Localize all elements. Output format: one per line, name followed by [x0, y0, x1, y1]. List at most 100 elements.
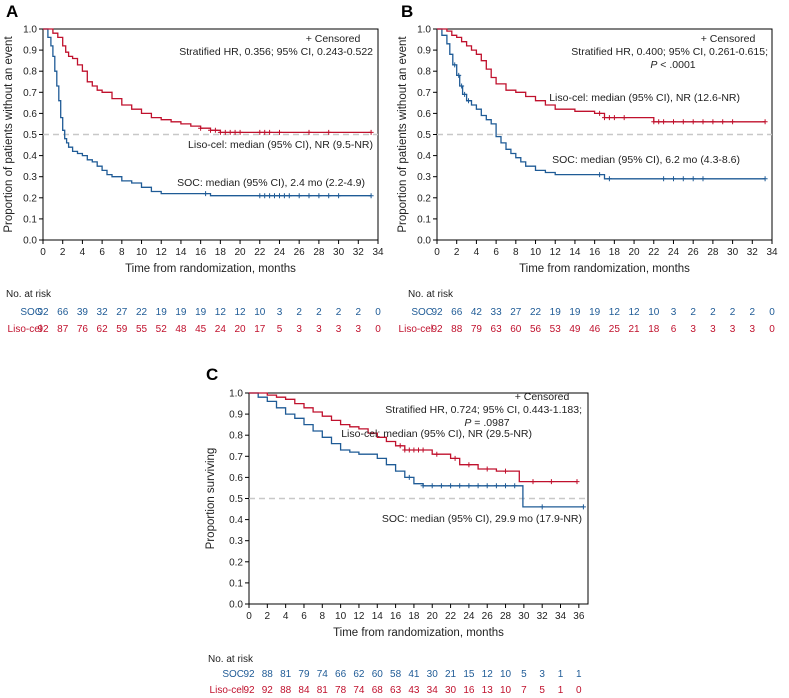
risk-count-soc: 81 — [280, 669, 292, 680]
y-tick-label: 1.0 — [229, 389, 243, 400]
risk-count-liso: 62 — [97, 324, 109, 335]
risk-count-liso: 48 — [175, 324, 187, 335]
censor-mark-liso — [656, 119, 662, 125]
risk-count-liso: 92 — [262, 685, 274, 696]
x-tick-label: 10 — [136, 247, 148, 258]
x-tick-label: 32 — [747, 247, 759, 258]
x-tick-label: 0 — [246, 611, 252, 622]
risk-count-liso: 20 — [234, 324, 246, 335]
y-tick-label: 1.0 — [417, 25, 431, 36]
censor-mark-liso — [416, 447, 421, 453]
x-tick-label: 20 — [234, 247, 246, 258]
censor-mark-liso — [710, 119, 716, 125]
risk-count-liso: 63 — [491, 324, 503, 335]
series-label-liso: Liso-cel: median (95% CI), NR (29.5-NR) — [341, 428, 532, 440]
x-tick-label: 24 — [463, 611, 475, 622]
y-tick-label: 0.6 — [417, 109, 431, 120]
censor-mark-liso — [606, 115, 612, 121]
x-tick-label: 34 — [766, 247, 778, 258]
risk-count-soc: 92 — [37, 307, 49, 318]
risk-count-liso: 53 — [550, 324, 562, 335]
risk-count-soc: 66 — [451, 307, 463, 318]
risk-count-liso: 76 — [77, 324, 89, 335]
risk-count-soc: 2 — [336, 307, 342, 318]
risk-count-soc: 19 — [550, 307, 562, 318]
censor-mark-soc — [267, 193, 273, 199]
km-curve-liso — [43, 28, 372, 134]
y-tick-label: 0.8 — [23, 67, 37, 78]
risk-count-soc: 10 — [254, 307, 266, 318]
censor-mark-liso — [237, 129, 243, 135]
x-tick-label: 0 — [40, 247, 46, 258]
risk-count-liso: 0 — [576, 685, 582, 696]
censor-mark-soc — [539, 504, 545, 510]
y-tick-label: 0.5 — [23, 130, 37, 141]
y-tick-label: 1.0 — [23, 25, 37, 36]
risk-row-label-soc: SOC — [20, 307, 42, 318]
y-tick-label: 0.1 — [229, 578, 243, 589]
censor-mark-soc — [257, 193, 263, 199]
panel-letter: B — [401, 2, 413, 21]
risk-count-liso: 13 — [482, 685, 494, 696]
risk-count-soc: 19 — [156, 307, 168, 318]
risk-count-soc: 2 — [730, 307, 736, 318]
censor-mark-liso — [466, 462, 472, 468]
censor-mark-soc — [296, 193, 302, 199]
risk-count-soc: 10 — [500, 669, 512, 680]
censor-mark-soc — [368, 193, 374, 199]
risk-row-label-liso: Liso-cel — [210, 685, 244, 696]
risk-count-liso: 63 — [390, 685, 402, 696]
x-tick-label: 10 — [530, 247, 542, 258]
censor-mark-soc — [493, 483, 499, 489]
x-tick-label: 28 — [313, 247, 325, 258]
censor-mark-liso — [212, 127, 218, 133]
risk-count-liso: 34 — [427, 685, 439, 696]
risk-count-soc: 1 — [558, 669, 564, 680]
risk-count-soc: 92 — [243, 669, 255, 680]
censor-mark-liso — [651, 119, 657, 125]
risk-table-header: No. at risk — [408, 289, 454, 300]
censor-mark-soc — [203, 191, 209, 197]
risk-count-soc: 74 — [317, 669, 329, 680]
x-tick-label: 18 — [408, 611, 420, 622]
censor-mark-soc — [326, 193, 332, 199]
risk-count-liso: 25 — [609, 324, 621, 335]
risk-count-soc: 12 — [628, 307, 640, 318]
risk-count-soc: 1 — [576, 669, 582, 680]
risk-count-soc: 62 — [353, 669, 365, 680]
risk-count-liso: 60 — [510, 324, 522, 335]
censor-mark-liso — [306, 129, 312, 135]
risk-count-liso: 24 — [215, 324, 227, 335]
series-label-soc: SOC: median (95% CI), 2.4 mo (2.2-4.9) — [177, 177, 365, 189]
risk-count-liso: 3 — [730, 324, 736, 335]
risk-count-liso: 87 — [57, 324, 69, 335]
censor-mark-liso — [700, 119, 706, 125]
x-tick-label: 4 — [80, 247, 86, 258]
y-tick-label: 0.1 — [23, 214, 37, 225]
censor-mark-soc — [466, 483, 472, 489]
risk-count-liso: 5 — [277, 324, 283, 335]
risk-count-liso: 16 — [463, 685, 475, 696]
censor-mark-liso — [208, 127, 213, 133]
y-axis-title: Proportion of patients without an event — [3, 36, 15, 233]
censor-mark-liso — [368, 129, 374, 135]
censor-mark-soc — [503, 483, 508, 489]
y-tick-label: 0.3 — [23, 172, 37, 183]
risk-count-soc: 79 — [298, 669, 310, 680]
y-tick-label: 0.7 — [23, 88, 37, 99]
risk-count-liso: 0 — [769, 324, 775, 335]
risk-count-soc: 2 — [356, 307, 362, 318]
y-tick-label: 0.1 — [417, 214, 431, 225]
x-tick-label: 28 — [500, 611, 512, 622]
censor-mark-liso — [198, 125, 204, 131]
risk-count-soc: 12 — [482, 669, 494, 680]
risk-count-soc: 2 — [710, 307, 716, 318]
censor-mark-liso — [326, 129, 332, 135]
censor-mark-liso — [217, 129, 223, 135]
x-tick-label: 16 — [390, 611, 402, 622]
censor-mark-liso — [452, 455, 458, 461]
censor-mark-liso — [397, 443, 403, 449]
censored-legend: + Censored — [306, 33, 361, 45]
x-tick-label: 34 — [372, 247, 384, 258]
x-tick-label: 36 — [573, 611, 585, 622]
